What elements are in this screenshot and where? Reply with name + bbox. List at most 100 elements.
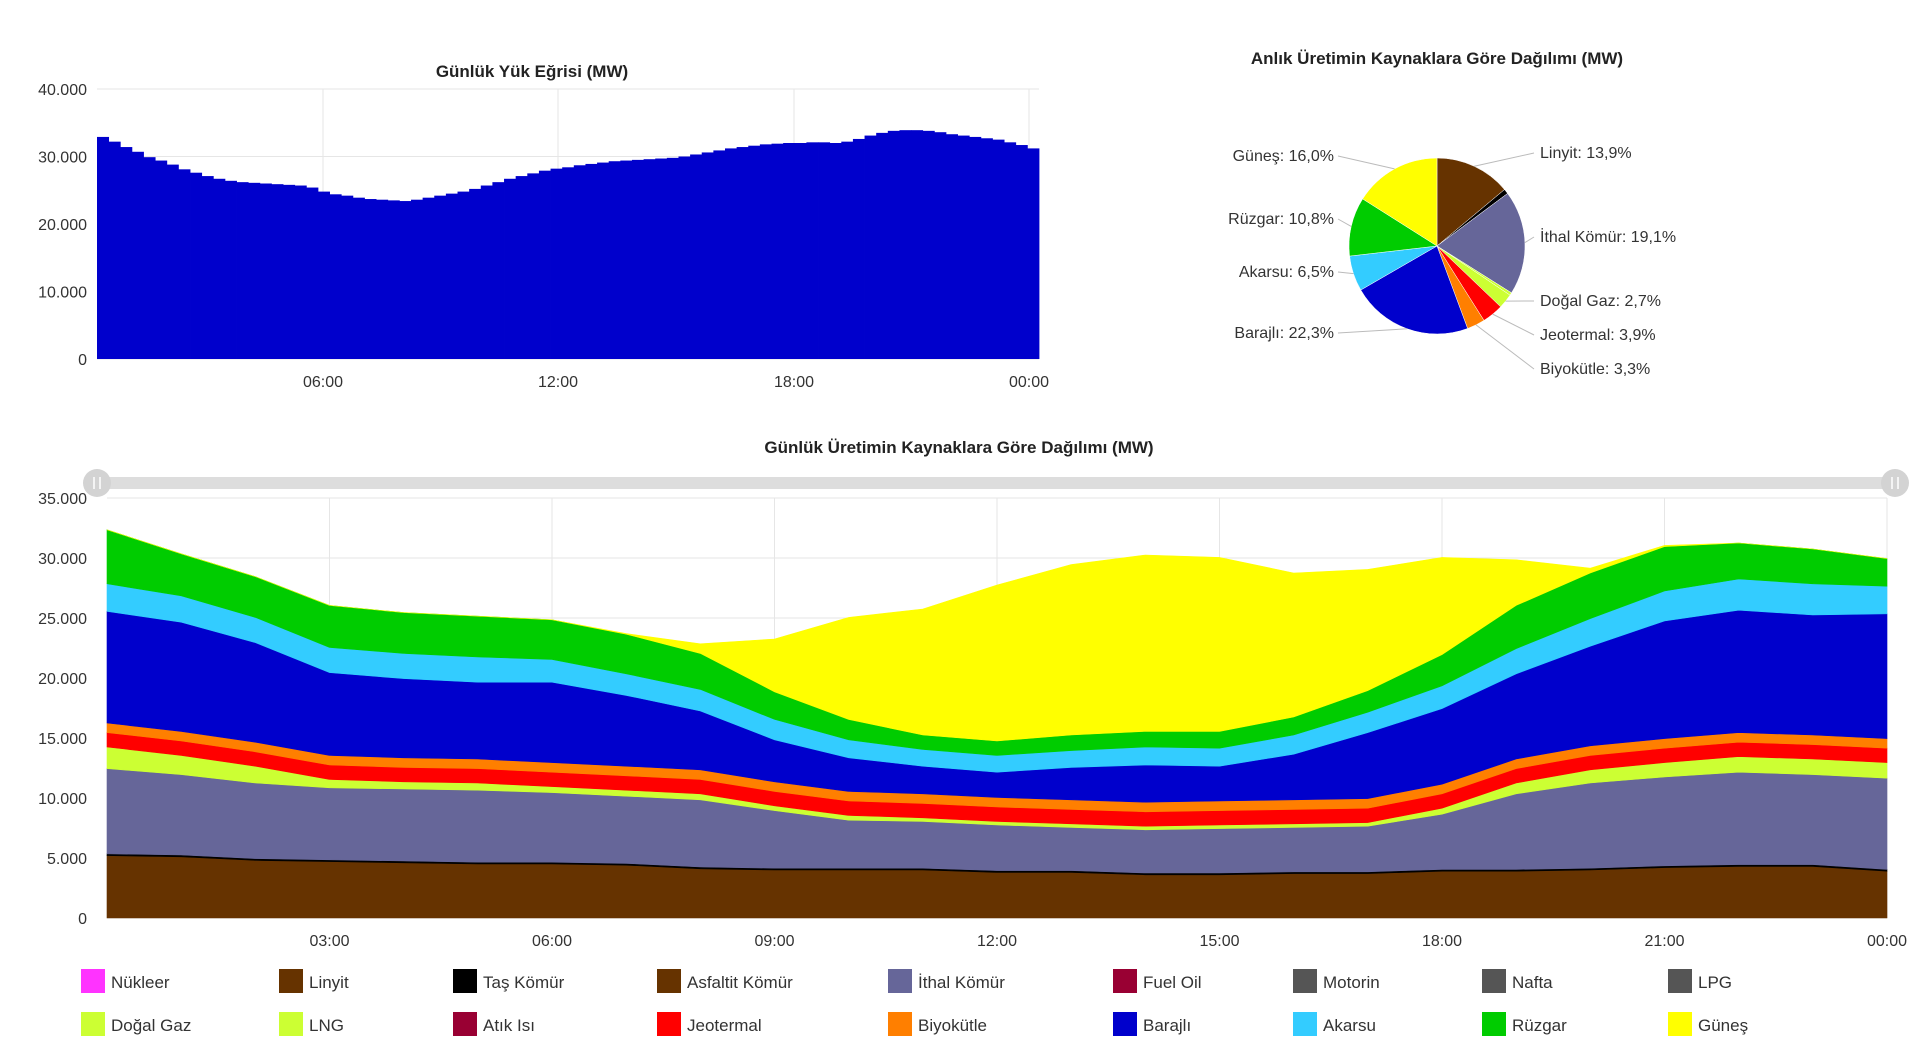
legend-item[interactable]: Rüzgar [1482,1012,1567,1036]
load-chart: Günlük Yük Eğrisi (MW) 010.00020.00030.0… [38,62,1049,391]
legend-item[interactable]: Taş Kömür [453,969,565,993]
load-bar [911,130,923,359]
load-bar [632,160,644,359]
pie-label: Güneş: 16,0% [1233,148,1334,165]
legend-label: Nükleer [111,973,170,992]
load-bar [237,182,249,359]
load-bar [597,163,609,359]
legend-item[interactable]: LNG [279,1012,344,1036]
pie-label-connector [1474,153,1534,166]
load-bar [144,157,156,359]
load-bar [946,134,958,359]
legend-swatch [81,1012,105,1036]
load-bar [283,185,295,359]
load-bar [958,136,970,359]
legend-swatch [1293,1012,1317,1036]
y-tick-label: 30.000 [38,551,87,568]
y-tick-label: 25.000 [38,611,87,628]
y-tick-label: 10.000 [38,791,87,808]
load-bar [295,186,307,359]
load-bar [1027,148,1039,359]
load-bar [423,198,435,359]
legend-item[interactable]: Linyit [279,969,349,993]
load-bar [167,165,179,359]
legend-swatch [888,969,912,993]
legend-swatch [657,1012,681,1036]
load-bar [132,152,144,359]
legend-label: Nafta [1512,973,1553,992]
load-bar [992,140,1004,359]
load-bar [364,199,376,359]
legend-item[interactable]: Barajlı [1113,1012,1191,1036]
legend-swatch [1113,969,1137,993]
load-bar [225,181,237,359]
x-tick-label: 21:00 [1644,933,1684,950]
pie-label-connector [1338,219,1351,226]
load-bar [330,194,342,359]
x-tick-label: 06:00 [303,374,343,391]
legend-label: Akarsu [1323,1016,1376,1035]
legend-item[interactable]: LPG [1668,969,1732,993]
load-bar [469,189,481,359]
pie-label-connector [1493,314,1534,335]
legend-item[interactable]: Atık Isı [453,1012,535,1036]
load-bar [1016,145,1028,359]
legend: Nükleer Linyit Taş Kömür Asfaltit Kömür İtha… [81,969,1748,1036]
x-tick-label: 12:00 [977,933,1017,950]
legend-item[interactable]: Nafta [1482,969,1553,993]
pie-chart-title: Anlık Üretimin Kaynaklara Göre Dağılımı … [1251,49,1623,68]
pie-slices [1349,158,1525,334]
legend-label: Taş Kömür [483,973,565,992]
load-bar [795,143,807,359]
load-bar [574,165,586,359]
legend-item[interactable]: Jeotermal [657,1012,762,1036]
load-bar [818,142,830,359]
legend-item[interactable]: Fuel Oil [1113,969,1202,993]
legend-item[interactable]: Akarsu [1293,1012,1376,1036]
range-slider-left-handle[interactable] [83,469,111,497]
pie-label-connector [1338,156,1395,169]
legend-swatch [1482,969,1506,993]
load-bar [353,198,365,359]
load-bar [388,200,400,359]
legend-item[interactable]: Asfaltit Kömür [657,969,793,993]
load-bar [202,176,214,359]
y-tick-label: 35.000 [38,491,87,508]
legend-item[interactable]: Biyokütle [888,1012,987,1036]
load-bar [97,137,109,359]
generation-chart-areas [107,530,1887,918]
load-bar [713,150,725,359]
load-bar [318,192,330,359]
load-bar [655,159,667,359]
x-tick-label: 09:00 [754,933,794,950]
load-bar [899,130,911,359]
legend-item[interactable]: İthal Kömür [888,969,1005,993]
legend-item[interactable]: Nükleer [81,969,170,993]
legend-item[interactable]: Doğal Gaz [81,1012,191,1036]
load-bar [411,200,423,359]
range-slider-right-handle[interactable] [1881,469,1909,497]
legend-label: Güneş [1698,1016,1748,1035]
pie-label: Doğal Gaz: 2,7% [1540,293,1661,310]
range-slider-track[interactable] [96,477,1896,489]
load-bar [725,148,737,359]
range-slider[interactable] [83,469,1909,497]
load-bar [806,142,818,359]
legend-swatch [1668,1012,1692,1036]
legend-swatch [453,1012,477,1036]
legend-item[interactable]: Motorin [1293,969,1380,993]
pie-label: Rüzgar: 10,8% [1228,211,1334,228]
load-bar [783,143,795,359]
load-bar [690,154,702,359]
load-bar [562,167,574,359]
load-bar [841,142,853,359]
legend-item[interactable]: Güneş [1668,1012,1748,1036]
legend-swatch [81,969,105,993]
y-tick-label: 5.000 [47,851,87,868]
load-bar [109,142,121,359]
load-bar [492,182,504,359]
load-bar [551,169,563,359]
pie-label: Biyokütle: 3,3% [1540,361,1650,378]
legend-swatch [279,1012,303,1036]
